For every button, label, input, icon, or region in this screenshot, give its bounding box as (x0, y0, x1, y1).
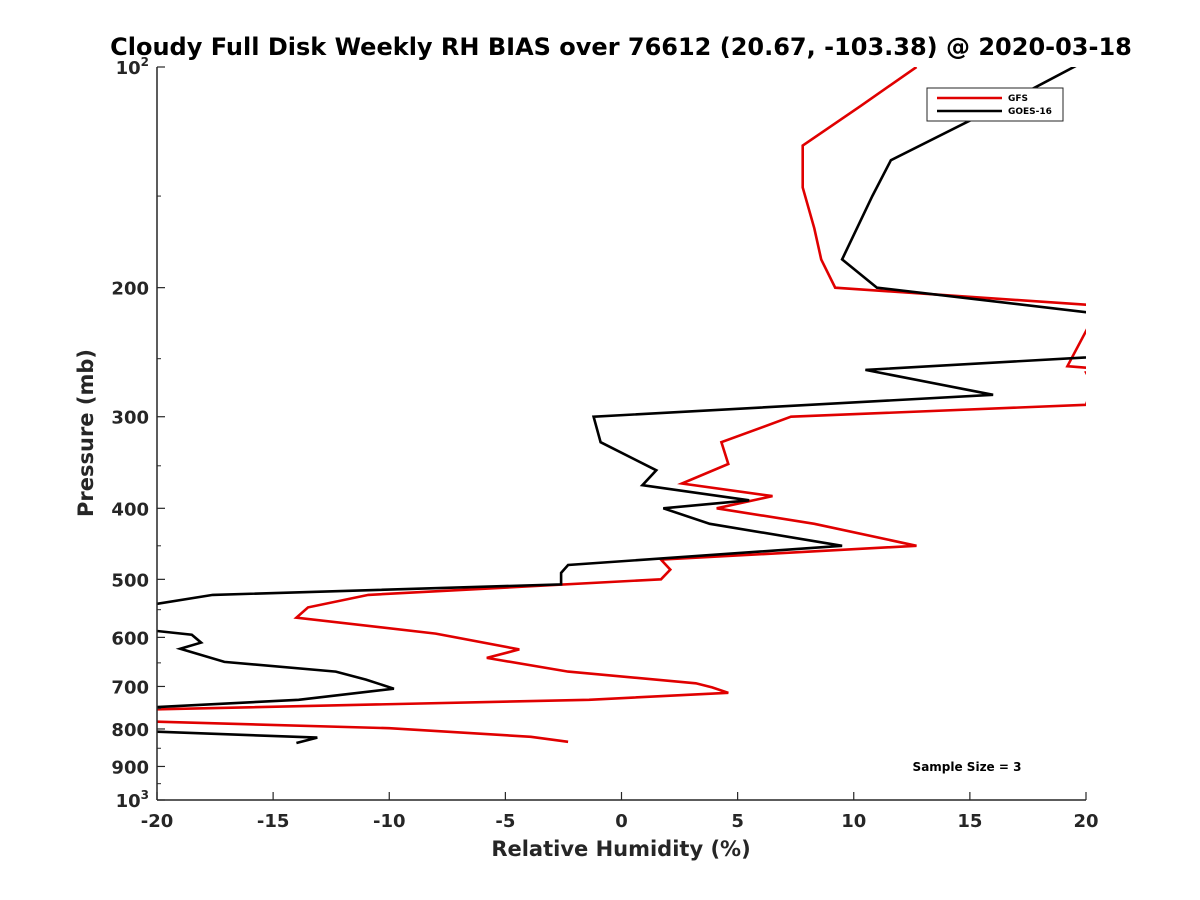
legend-label-gfs: GFS (1008, 94, 1028, 104)
x-tick-label: 5 (731, 811, 744, 832)
y-axis-ticks: 102 200 300 400 500 600 700 800 900 103 (111, 55, 165, 812)
legend-box (926, 87, 1064, 122)
x-axis-label: Relative Humidity (%) (491, 837, 750, 861)
legend: GFS GOES-16 (926, 87, 1064, 122)
series-line-goes16 (157, 67, 1086, 745)
y-tick-label: 300 (111, 408, 149, 429)
y-tick-label: 500 (111, 570, 149, 591)
y-tick-label: 102 (116, 55, 149, 79)
plot-area (157, 67, 1086, 800)
x-axis-ticks: -20 -15 -10 -5 0 5 10 15 20 (141, 792, 1099, 832)
y-tick-label: 700 (111, 677, 149, 698)
y-tick-label: 900 (111, 757, 149, 778)
x-tick-label: 10 (841, 811, 866, 832)
x-tick-label: 20 (1073, 811, 1098, 832)
y-axis-label: Pressure (mb) (74, 349, 98, 517)
y-tick-label: 400 (111, 499, 149, 520)
y-tick-label: 103 (116, 788, 149, 812)
x-tick-label: 15 (957, 811, 982, 832)
chart-title: Cloudy Full Disk Weekly RH BIAS over 766… (110, 33, 1132, 61)
x-tick-label: -20 (141, 811, 174, 832)
x-tick-label: -15 (257, 811, 290, 832)
x-tick-label: -10 (373, 811, 406, 832)
y-tick-label: 200 (111, 279, 149, 300)
x-tick-label: 0 (615, 811, 628, 832)
y-tick-label: 800 (111, 720, 149, 741)
sample-size-annotation: Sample Size = 3 (913, 760, 1022, 774)
series-line-gfs (157, 67, 1086, 744)
series-layer (157, 67, 1086, 745)
x-tick-label: -5 (495, 811, 515, 832)
y-tick-label: 600 (111, 628, 149, 649)
legend-label-goes16: GOES-16 (1008, 107, 1052, 117)
